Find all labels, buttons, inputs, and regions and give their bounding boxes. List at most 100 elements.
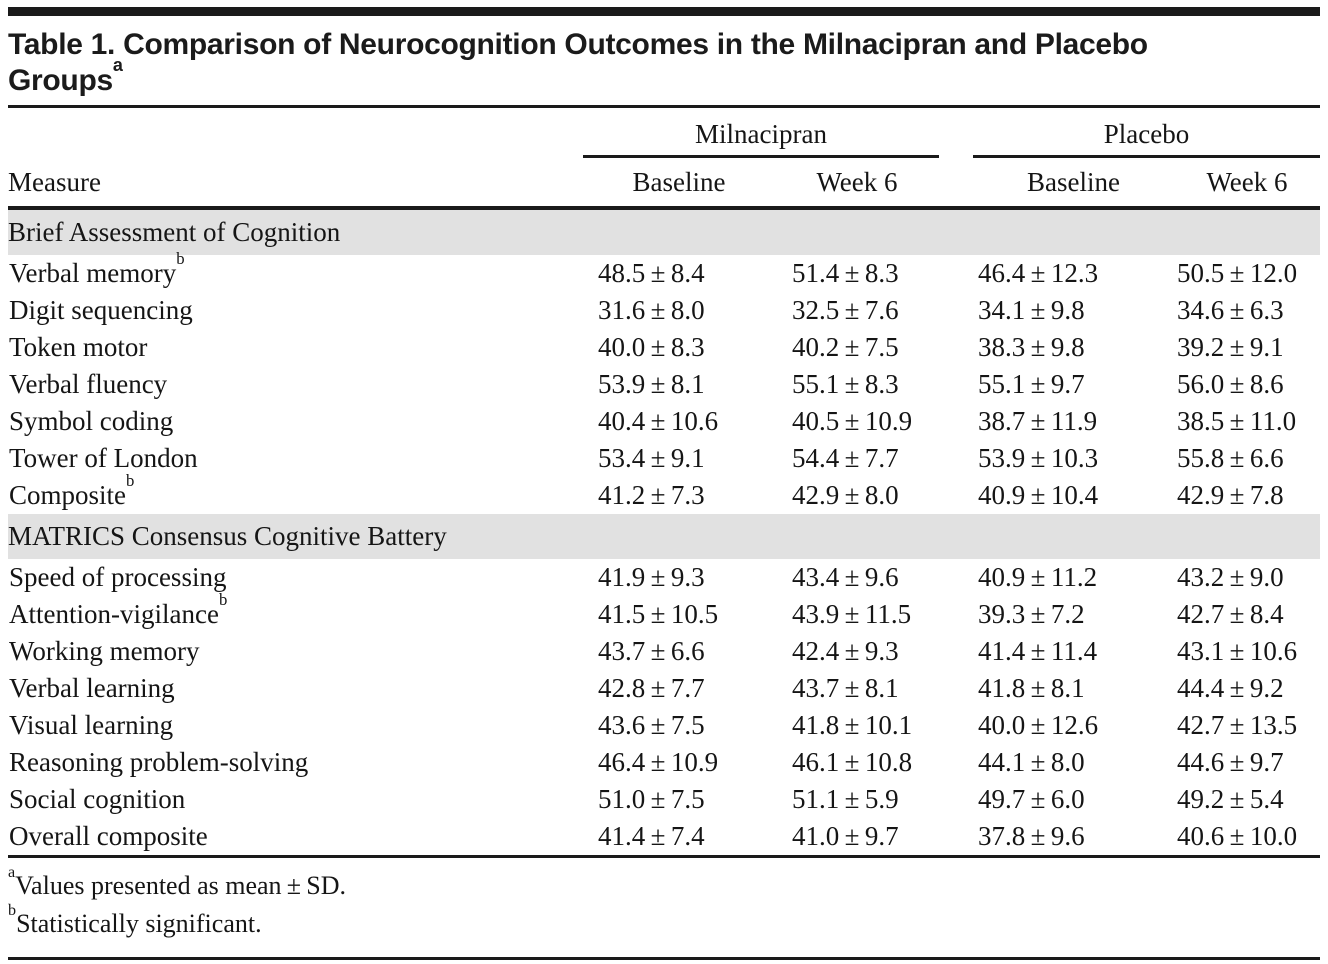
value-cell: 38.3 ± 9.8 [978, 332, 1085, 362]
value-cell: 46.4 ± 12.3 [978, 258, 1099, 288]
value-cell: 55.8 ± 6.6 [1177, 443, 1284, 473]
value-cell: 38.7 ± 11.9 [978, 406, 1098, 436]
group-header-milnacipran: Milnacipran [583, 114, 939, 158]
value-cell: 34.1 ± 9.8 [978, 295, 1085, 325]
title-rule [8, 105, 1320, 108]
measure-row: Social cognition 51.0 ± 7.5 51.1 ± 5.9 49.7… [8, 781, 1320, 818]
value-cell: 42.9 ± 8.0 [792, 480, 899, 510]
value-cell: 38.5 ± 11.0 [1177, 406, 1297, 436]
value-cell: 40.5 ± 10.9 [792, 406, 913, 436]
value-cell: 53.9 ± 10.3 [978, 443, 1099, 473]
outcomes-table: Measure Milnacipran Placebo Baseline Wee… [8, 114, 1321, 858]
footnotes: aValues presented as mean ± SD. bStatist… [8, 858, 1320, 957]
measure-column-header: Measure [8, 114, 583, 210]
table-body: Brief Assessment of Cognition Verbal memo… [8, 208, 1321, 857]
measure-label: Working memory [9, 636, 200, 666]
group-header-placebo: Placebo [939, 114, 1321, 158]
group-header-row: Measure Milnacipran Placebo [8, 114, 1321, 210]
value-cell: 32.5 ± 7.6 [792, 295, 899, 325]
measure-label: Verbal learning [9, 673, 175, 703]
footnote-marker: b [126, 471, 135, 491]
value-cell: 41.4 ± 7.4 [598, 821, 705, 851]
value-cell: 40.9 ± 10.4 [978, 480, 1099, 510]
value-cell: 51.4 ± 8.3 [792, 258, 899, 288]
value-cell: 42.7 ± 8.4 [1177, 599, 1284, 629]
measure-label: Tower of London [9, 443, 198, 473]
value-cell: 41.8 ± 8.1 [978, 673, 1085, 703]
value-cell: 54.4 ± 7.7 [792, 443, 899, 473]
top-rule [8, 7, 1320, 16]
footnote-a: aValues presented as mean ± SD. [8, 864, 1320, 905]
measure-row: Symbol coding 40.4 ± 10.6 40.5 ± 10.9 38.7 … [8, 403, 1320, 440]
value-cell: 40.0 ± 12.6 [978, 710, 1099, 740]
value-cell: 41.8 ± 10.1 [792, 710, 913, 740]
column-header-milnacipran-week6: Week 6 [775, 158, 939, 210]
measure-row: Verbal fluency 53.9 ± 8.1 55.1 ± 8.3 55.1 ±… [8, 366, 1320, 403]
measure-row: Reasoning problem-solving 46.4 ± 10.9 46.1… [8, 744, 1320, 781]
value-cell: 55.1 ± 9.7 [978, 369, 1085, 399]
column-header-placebo-baseline: Baseline [939, 158, 1174, 210]
measure-label: Overall composite [9, 821, 208, 851]
table-title-text: Table 1. Comparison of Neurocognition Ou… [8, 28, 1148, 97]
group-label-milnacipran: Milnacipran [583, 116, 939, 158]
measure-row: Digit sequencing 31.6 ± 8.0 32.5 ± 7.6 34.1… [8, 292, 1320, 329]
value-cell: 41.2 ± 7.3 [598, 480, 705, 510]
value-cell: 43.4 ± 9.6 [792, 562, 899, 592]
bottom-rule [8, 957, 1320, 960]
value-cell: 41.5 ± 10.5 [598, 599, 719, 629]
value-cell: 43.6 ± 7.5 [598, 710, 705, 740]
value-cell: 43.7 ± 6.6 [598, 636, 705, 666]
measure-row: Verbal memoryb 48.5 ± 8.4 51.4 ± 8.3 46.4 ±… [8, 249, 1320, 292]
value-cell: 43.1 ± 10.6 [1177, 636, 1298, 666]
value-cell: 43.9 ± 11.5 [792, 599, 912, 629]
footnote-b-text: Statistically significant. [16, 909, 262, 938]
measure-row: Token motor 40.0 ± 8.3 40.2 ± 7.5 38.3 ± 9.… [8, 329, 1320, 366]
measure-label: Speed of processing [9, 562, 227, 592]
footnote-b-marker: b [8, 902, 17, 920]
section-header-row: Brief Assessment of Cognition [8, 208, 1321, 255]
value-cell: 56.0 ± 8.6 [1177, 369, 1284, 399]
footnote-a-text: Values presented as mean ± SD. [15, 871, 346, 900]
value-cell: 40.4 ± 10.6 [598, 406, 719, 436]
value-cell: 40.0 ± 8.3 [598, 332, 705, 362]
value-cell: 51.1 ± 5.9 [792, 784, 899, 814]
measure-row: Attention-vigilanceb 41.5 ± 10.5 43.9 ± 11… [8, 590, 1320, 633]
measure-row: Compositeb 41.2 ± 7.3 42.9 ± 8.0 40.9 ± 10.… [8, 471, 1320, 514]
measure-label: Verbal memoryb [9, 249, 185, 288]
value-cell: 46.4 ± 10.9 [598, 747, 719, 777]
group-label-placebo: Placebo [973, 116, 1321, 158]
measure-row: Speed of processing 41.9 ± 9.3 43.4 ± 9.6 4… [8, 559, 1320, 596]
value-cell: 46.1 ± 10.8 [792, 747, 913, 777]
measure-row: Tower of London 53.4 ± 9.1 54.4 ± 7.7 53.9 … [8, 440, 1320, 477]
footnote-a-marker: a [8, 864, 16, 882]
measure-row: Overall composite 41.4 ± 7.4 41.0 ± 9.7 37.… [8, 818, 1320, 857]
measure-row: Verbal learning 42.8 ± 7.7 43.7 ± 8.1 41.8 … [8, 670, 1320, 707]
measure-label: Symbol coding [9, 406, 174, 436]
measure-label: Compositeb [9, 471, 135, 510]
value-cell: 40.9 ± 11.2 [978, 562, 1098, 592]
measure-label: Social cognition [9, 784, 186, 814]
measure-label: Reasoning problem-solving [9, 747, 309, 777]
value-cell: 39.2 ± 9.1 [1177, 332, 1284, 362]
value-cell: 49.7 ± 6.0 [978, 784, 1085, 814]
value-cell: 42.8 ± 7.7 [598, 673, 705, 703]
column-header-placebo-week6: Week 6 [1174, 158, 1321, 210]
value-cell: 31.6 ± 8.0 [598, 295, 705, 325]
measure-label: Attention-vigilanceb [9, 590, 228, 629]
value-cell: 42.4 ± 9.3 [792, 636, 899, 666]
section-title: MATRICS Consensus Cognitive Battery [8, 514, 1321, 559]
measure-label: Visual learning [9, 710, 174, 740]
measure-label: Token motor [9, 332, 148, 362]
measure-row: Visual learning 43.6 ± 7.5 41.8 ± 10.1 40.0… [8, 707, 1320, 744]
value-cell: 55.1 ± 8.3 [792, 369, 899, 399]
value-cell: 44.1 ± 8.0 [978, 747, 1085, 777]
value-cell: 53.4 ± 9.1 [598, 443, 705, 473]
footnote-marker: b [218, 590, 228, 610]
value-cell: 53.9 ± 8.1 [598, 369, 705, 399]
value-cell: 43.2 ± 9.0 [1177, 562, 1284, 592]
value-cell: 42.7 ± 13.5 [1177, 710, 1298, 740]
measure-label: Digit sequencing [9, 295, 193, 325]
value-cell: 44.4 ± 9.2 [1177, 673, 1284, 703]
value-cell: 43.7 ± 8.1 [792, 673, 899, 703]
